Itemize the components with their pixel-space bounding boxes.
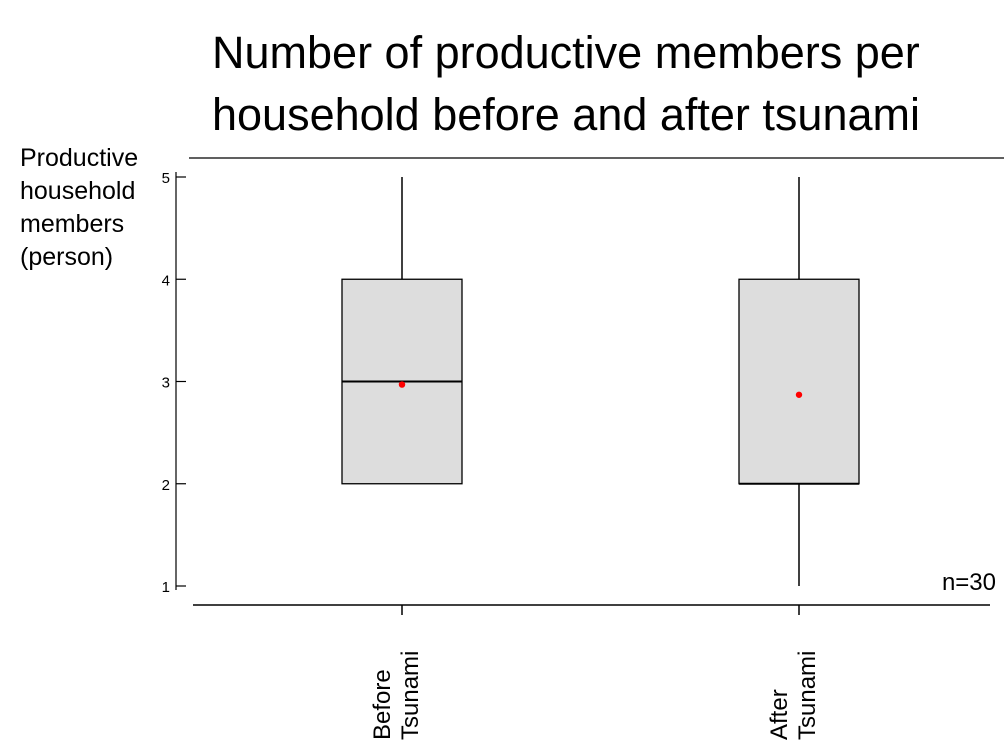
y-axis-label-line: members [20,210,125,238]
y-tick-label: 4 [162,272,170,289]
x-tick-label-line: Tsunami [397,651,424,740]
y-axis-label: Productive household members (person) [20,142,138,274]
y-tick-label: 1 [162,579,170,596]
x-tick-label-line: After [766,689,793,740]
boxes-layer [341,177,860,586]
x-tick-label: AfterTsunami [766,651,821,740]
y-tick-label: 5 [162,170,170,187]
mean-marker [795,391,803,398]
mean-marker [398,381,406,388]
y-axis: 1 2 3 4 5 [162,170,186,596]
x-axis: BeforeTsunami AfterTsunami [369,605,821,740]
iqr-box [738,278,860,485]
x-tick-label-line: Before [369,669,396,740]
plot-frame [175,157,1004,606]
y-tick-label: 3 [162,375,170,392]
y-axis-label-line: household [20,177,136,205]
chart-title-line-2: household before and after tsunami [212,89,920,140]
x-tick-label-line: Tsunami [794,651,821,740]
sample-size-annotation: n=30 [942,569,996,596]
y-tick-label: 2 [162,477,170,494]
y-axis-label-line: Productive [20,144,139,172]
y-axis-label-line: (person) [20,243,114,271]
x-tick-label: BeforeTsunami [369,651,424,740]
chart-title-line-1: Number of productive members per [212,27,920,78]
